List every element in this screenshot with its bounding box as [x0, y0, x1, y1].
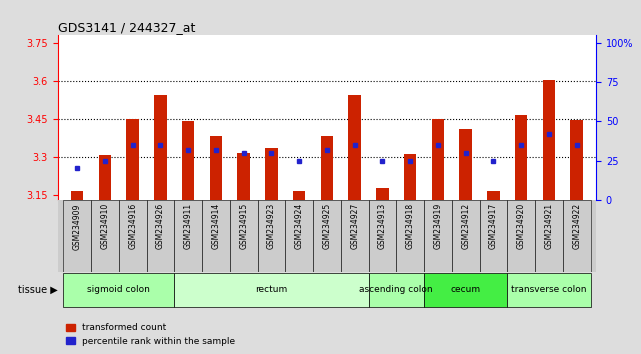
Bar: [563, 200, 590, 272]
Bar: [515, 115, 528, 200]
Text: GSM234926: GSM234926: [156, 203, 165, 250]
Text: sigmoid colon: sigmoid colon: [87, 285, 150, 295]
Bar: [404, 154, 417, 200]
Bar: [424, 273, 507, 307]
Bar: [369, 273, 424, 307]
Bar: [71, 191, 83, 200]
Text: GSM234923: GSM234923: [267, 203, 276, 250]
Text: transverse colon: transverse colon: [511, 285, 587, 295]
Text: GSM234919: GSM234919: [433, 203, 442, 250]
Bar: [535, 200, 563, 272]
Text: GSM234909: GSM234909: [72, 203, 81, 250]
Bar: [182, 121, 194, 200]
Bar: [91, 200, 119, 272]
Text: GSM234915: GSM234915: [239, 203, 248, 250]
Text: cecum: cecum: [451, 285, 481, 295]
Text: GSM234911: GSM234911: [183, 203, 193, 249]
Bar: [237, 153, 250, 200]
Text: GSM234920: GSM234920: [517, 203, 526, 250]
Bar: [341, 200, 369, 272]
Bar: [258, 200, 285, 272]
Bar: [63, 200, 91, 272]
Bar: [285, 200, 313, 272]
Bar: [570, 120, 583, 200]
Bar: [369, 200, 396, 272]
Bar: [154, 95, 167, 200]
Legend: transformed count, percentile rank within the sample: transformed count, percentile rank withi…: [62, 320, 239, 349]
Text: GSM234916: GSM234916: [128, 203, 137, 250]
Bar: [460, 129, 472, 200]
Bar: [487, 191, 500, 200]
Bar: [396, 200, 424, 272]
Bar: [229, 200, 258, 272]
Bar: [479, 200, 507, 272]
Text: GDS3141 / 244327_at: GDS3141 / 244327_at: [58, 21, 195, 34]
Text: ascending colon: ascending colon: [360, 285, 433, 295]
Bar: [119, 200, 147, 272]
Bar: [99, 155, 111, 200]
Text: rectum: rectum: [255, 285, 288, 295]
Text: GSM234914: GSM234914: [212, 203, 221, 250]
Bar: [293, 191, 305, 200]
Text: GSM234925: GSM234925: [322, 203, 331, 250]
Text: GSM234913: GSM234913: [378, 203, 387, 250]
Bar: [265, 148, 278, 200]
Bar: [376, 188, 388, 200]
Bar: [452, 200, 479, 272]
Bar: [507, 273, 590, 307]
Bar: [63, 273, 174, 307]
Bar: [126, 119, 139, 200]
Bar: [147, 200, 174, 272]
Bar: [210, 136, 222, 200]
Bar: [431, 119, 444, 200]
Bar: [174, 200, 202, 272]
Bar: [424, 200, 452, 272]
Text: GSM234917: GSM234917: [489, 203, 498, 250]
Bar: [320, 136, 333, 200]
Text: tissue ▶: tissue ▶: [18, 285, 58, 295]
Bar: [202, 200, 229, 272]
Text: GSM234921: GSM234921: [544, 203, 553, 249]
Text: GSM234910: GSM234910: [101, 203, 110, 250]
Bar: [507, 200, 535, 272]
Bar: [349, 95, 361, 200]
Text: GSM234922: GSM234922: [572, 203, 581, 249]
Text: GSM234918: GSM234918: [406, 203, 415, 249]
Bar: [543, 80, 555, 200]
Text: GSM234924: GSM234924: [295, 203, 304, 250]
Bar: [174, 273, 369, 307]
Text: GSM234927: GSM234927: [350, 203, 359, 250]
Bar: [313, 200, 341, 272]
Text: GSM234912: GSM234912: [461, 203, 470, 249]
